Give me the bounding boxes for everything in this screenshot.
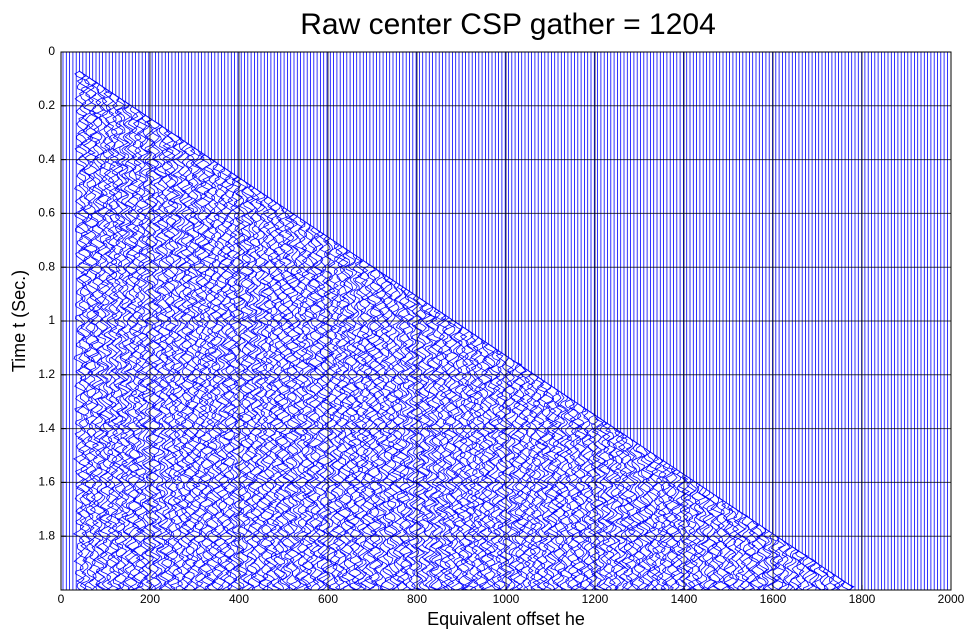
x-axis-label: Equivalent offset he xyxy=(427,609,585,629)
x-tick-label: 1400 xyxy=(671,592,698,606)
chart: Raw center CSP gather = 1204 Equivalent … xyxy=(0,0,969,633)
x-tick-label: 200 xyxy=(140,592,160,606)
x-tick-label: 800 xyxy=(407,592,427,606)
y-tick-label: 1.4 xyxy=(38,421,55,435)
y-tick-label: 1 xyxy=(48,313,55,327)
x-tick-label: 600 xyxy=(318,592,338,606)
x-tick-label: 1000 xyxy=(493,592,520,606)
y-tick-label: 0.8 xyxy=(38,259,55,273)
y-axis-label: Time t (Sec.) xyxy=(9,270,29,372)
y-tick-label: 0.2 xyxy=(38,98,55,112)
y-tick-label: 1.2 xyxy=(38,367,55,381)
y-tick-label: 0.6 xyxy=(38,206,55,220)
y-tick-label: 0 xyxy=(48,44,55,58)
y-tick-label: 0.4 xyxy=(38,152,55,166)
x-tick-label: 0 xyxy=(58,592,65,606)
x-tick-label: 400 xyxy=(229,592,249,606)
x-tick-label: 1600 xyxy=(760,592,787,606)
y-tick-label: 1.6 xyxy=(38,475,55,489)
x-tick-label: 1800 xyxy=(849,592,876,606)
x-tick-label: 1200 xyxy=(582,592,609,606)
x-tick-label: 2000 xyxy=(938,592,965,606)
chart-title: Raw center CSP gather = 1204 xyxy=(300,8,716,41)
y-tick-label: 1.8 xyxy=(38,528,55,542)
